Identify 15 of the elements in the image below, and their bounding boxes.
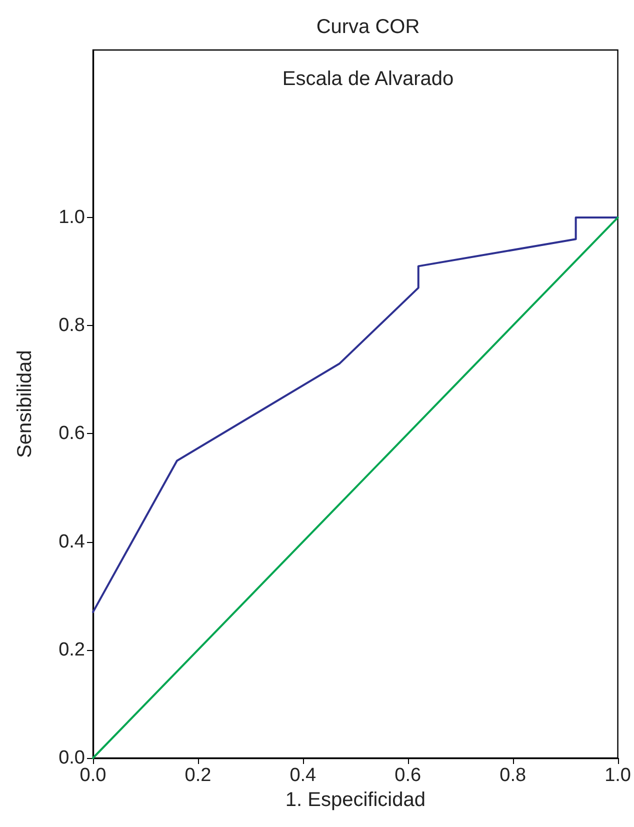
- text: Escala de Alvarado: [282, 68, 454, 90]
- y-axis-title: Sensibilidad: [14, 350, 36, 458]
- x-tick-label: 0.6: [394, 765, 422, 786]
- chart-title: Curva COR: [316, 16, 420, 38]
- x-tick-label: 0.2: [184, 765, 212, 786]
- x-tick-label: 0.8: [500, 765, 526, 786]
- line-series: [92, 216, 619, 614]
- y-tick-label: 0.4: [58, 531, 86, 552]
- y-tick-label: 0.8: [58, 315, 85, 336]
- x-axis-title: 1. Especificidad: [285, 788, 426, 811]
- x-tick-label: 1.0: [604, 765, 632, 786]
- y-tick-label: 0.6: [58, 423, 85, 444]
- y-tick-label: 0.2: [58, 639, 85, 660]
- y-tick-label: 1.0: [58, 207, 85, 228]
- x-tick-label: 0.4: [290, 765, 317, 786]
